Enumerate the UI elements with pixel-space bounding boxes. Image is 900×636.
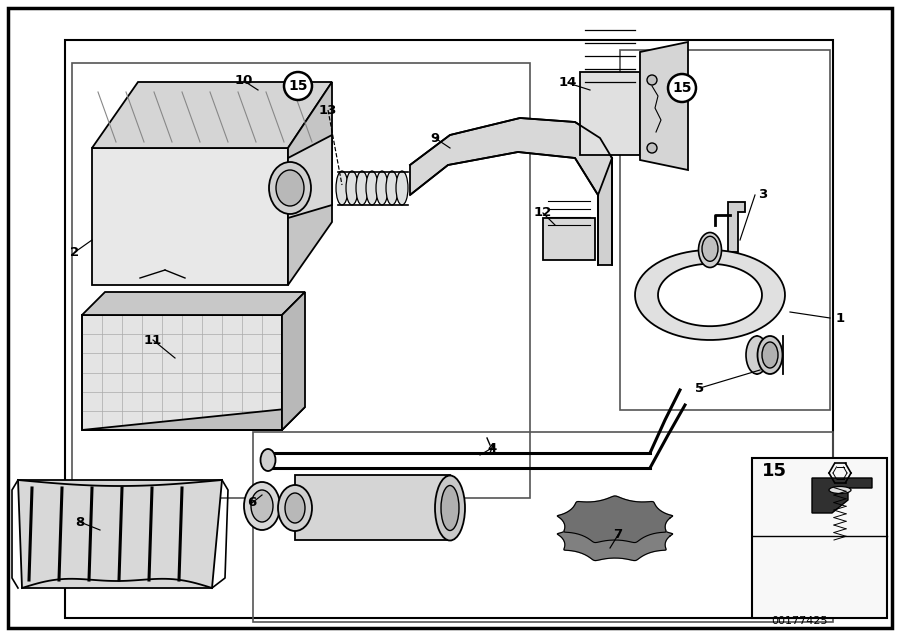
Ellipse shape [386,171,398,205]
Polygon shape [18,480,222,588]
Polygon shape [598,158,612,265]
Text: 8: 8 [76,516,85,529]
Polygon shape [543,218,595,260]
Text: 2: 2 [70,245,79,258]
Text: 9: 9 [430,132,439,144]
Ellipse shape [244,482,280,530]
Ellipse shape [276,170,304,206]
Ellipse shape [336,171,348,205]
Bar [253,432,833,622]
Text: 13: 13 [319,104,338,116]
Ellipse shape [698,233,722,268]
Text: 11: 11 [144,333,162,347]
Circle shape [284,72,312,100]
Circle shape [647,75,657,85]
Text: 5: 5 [696,382,705,394]
Text: 10: 10 [235,74,253,88]
Bar [65,40,833,618]
Text: 14: 14 [559,76,577,90]
Ellipse shape [356,171,368,205]
Polygon shape [288,82,332,285]
Ellipse shape [260,449,275,471]
Ellipse shape [829,487,851,494]
Bar [295,475,450,540]
Bar [82,315,282,430]
Circle shape [647,143,657,153]
Polygon shape [812,478,872,513]
Text: 1: 1 [835,312,844,324]
Ellipse shape [441,485,459,530]
Polygon shape [640,42,688,170]
Polygon shape [288,135,332,218]
Ellipse shape [366,171,378,205]
Ellipse shape [376,171,388,205]
Ellipse shape [702,237,718,261]
Text: 15: 15 [672,81,692,95]
Text: 4: 4 [488,441,497,455]
Polygon shape [728,202,745,252]
Ellipse shape [251,490,273,522]
Ellipse shape [269,162,311,214]
Ellipse shape [396,171,408,205]
Polygon shape [92,148,288,285]
Polygon shape [92,82,332,148]
Bar [620,50,830,410]
Ellipse shape [762,342,778,368]
Text: 12: 12 [534,207,552,219]
Bar [72,63,530,498]
Circle shape [668,74,696,102]
Text: 15: 15 [288,79,308,93]
Polygon shape [580,72,640,155]
Ellipse shape [758,336,782,374]
Polygon shape [82,292,305,315]
Text: 15: 15 [762,462,787,480]
Polygon shape [410,118,612,195]
Text: 00177425: 00177425 [772,616,828,626]
Text: 3: 3 [759,188,768,202]
Polygon shape [282,292,305,430]
Polygon shape [82,407,305,430]
Ellipse shape [746,336,768,374]
Polygon shape [635,250,785,340]
Ellipse shape [346,171,358,205]
Ellipse shape [278,485,312,531]
Bar [82,315,282,430]
Text: 7: 7 [614,529,623,541]
Ellipse shape [435,476,465,541]
Bar [752,458,887,618]
Polygon shape [557,514,672,560]
Polygon shape [557,496,672,543]
Text: 6: 6 [248,497,256,509]
Ellipse shape [285,493,305,523]
